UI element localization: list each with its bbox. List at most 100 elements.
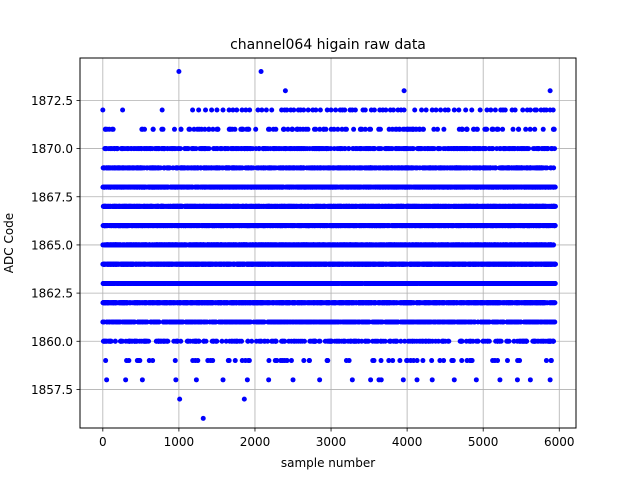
data-point xyxy=(466,184,472,190)
data-point xyxy=(337,184,343,190)
data-point xyxy=(137,146,143,152)
data-point xyxy=(432,184,438,190)
data-point xyxy=(384,184,390,190)
data-point xyxy=(343,126,349,132)
data-point xyxy=(527,126,533,132)
data-point xyxy=(108,184,114,190)
data-point xyxy=(297,184,303,190)
data-point xyxy=(441,126,447,132)
data-point xyxy=(135,184,141,190)
data-point xyxy=(395,203,401,209)
data-point xyxy=(364,146,370,152)
data-point xyxy=(389,165,395,171)
data-point xyxy=(366,203,372,209)
data-point xyxy=(307,165,313,171)
data-point xyxy=(300,126,306,132)
data-point xyxy=(445,184,451,190)
data-point xyxy=(397,126,403,132)
data-point xyxy=(199,146,205,152)
data-point xyxy=(242,203,248,209)
data-point xyxy=(191,126,197,132)
data-point xyxy=(288,146,294,152)
data-point xyxy=(224,146,230,152)
data-point xyxy=(202,146,208,152)
data-point xyxy=(331,165,337,171)
data-point xyxy=(178,165,184,171)
data-point xyxy=(401,146,407,152)
data-point xyxy=(133,146,139,152)
data-point xyxy=(441,146,447,152)
data-point xyxy=(179,184,185,190)
data-point xyxy=(379,184,385,190)
data-point xyxy=(530,146,536,152)
data-point xyxy=(528,165,534,171)
data-point xyxy=(459,126,465,132)
data-point xyxy=(232,184,238,190)
data-point xyxy=(175,146,181,152)
data-point xyxy=(280,126,286,132)
data-point xyxy=(406,126,412,132)
data-point xyxy=(278,146,284,152)
data-point xyxy=(210,126,216,132)
data-point xyxy=(264,184,270,190)
data-point xyxy=(431,126,437,132)
data-point xyxy=(350,184,356,190)
data-point xyxy=(358,126,364,132)
data-point xyxy=(278,165,284,171)
data-point xyxy=(404,165,410,171)
data-point xyxy=(415,184,421,190)
data-point xyxy=(228,146,234,152)
data-point xyxy=(286,184,292,190)
data-point xyxy=(511,165,517,171)
data-point xyxy=(158,184,164,190)
data-point xyxy=(453,146,459,152)
data-point xyxy=(426,165,432,171)
data-point xyxy=(215,126,221,132)
data-point xyxy=(141,184,146,190)
data-point xyxy=(287,203,293,209)
data-point xyxy=(139,126,145,132)
data-point xyxy=(482,203,488,209)
data-point xyxy=(331,126,337,132)
data-point xyxy=(368,126,374,132)
data-point xyxy=(368,184,374,190)
data-point xyxy=(220,165,226,171)
data-point xyxy=(515,184,521,190)
data-point xyxy=(228,126,234,132)
data-point xyxy=(311,165,317,171)
data-point xyxy=(341,165,347,171)
data-point xyxy=(229,203,235,209)
data-point xyxy=(393,184,399,190)
chart-title: channel064 higain raw data xyxy=(230,37,426,53)
data-point xyxy=(363,184,369,190)
data-point xyxy=(107,165,113,171)
data-point xyxy=(170,165,176,171)
data-point xyxy=(272,203,278,209)
data-point xyxy=(273,165,279,171)
data-point xyxy=(121,203,127,209)
data-point xyxy=(103,165,109,171)
data-point xyxy=(534,165,540,171)
data-point xyxy=(497,146,503,152)
data-point xyxy=(454,165,460,171)
data-point xyxy=(141,146,147,152)
data-point xyxy=(102,146,108,152)
data-point xyxy=(267,126,273,132)
data-point xyxy=(239,126,245,132)
data-point xyxy=(167,146,173,152)
data-point xyxy=(307,146,313,152)
data-point xyxy=(424,184,430,190)
data-point xyxy=(321,203,327,209)
data-point xyxy=(150,126,156,132)
data-point xyxy=(552,146,558,152)
data-point xyxy=(335,126,341,132)
data-point xyxy=(295,126,301,132)
data-point xyxy=(533,203,539,209)
data-point xyxy=(435,126,441,132)
data-point xyxy=(420,126,426,132)
data-point xyxy=(299,146,305,152)
data-point xyxy=(130,165,136,171)
data-point xyxy=(476,165,482,171)
data-point xyxy=(178,126,184,132)
data-point xyxy=(373,184,379,190)
